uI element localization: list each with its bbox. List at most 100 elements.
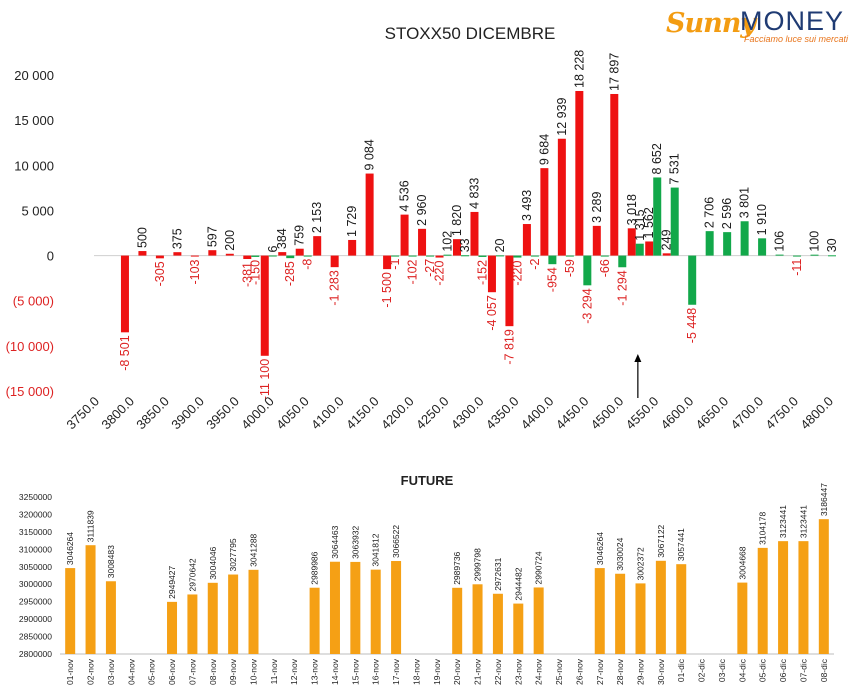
- main-y-tick-label: 10 000: [14, 158, 54, 173]
- future-x-tick-label: 07-nov: [187, 658, 197, 685]
- main-x-tick-label: 4750.0: [762, 394, 801, 433]
- call-value-label: -8 501: [118, 335, 132, 370]
- future-bar-24-nov: [533, 587, 544, 654]
- call-value-label: 17 897: [607, 53, 621, 91]
- put-bar-4525: [635, 243, 644, 256]
- future-x-tick-label: 23-nov: [513, 658, 523, 685]
- logo-tagline: Facciamo luce sui mercati: [744, 34, 849, 44]
- future-x-tick-label: 11-nov: [269, 658, 279, 684]
- call-bar-4325: [487, 255, 496, 293]
- future-value-label: 3002372: [636, 547, 646, 580]
- main-y-axis: 20 000 15 000 10 000 5 000 0 (5 000) (10 000) (…: [6, 68, 54, 399]
- put-value-label: 30: [825, 238, 839, 252]
- future-x-tick-label: 27-nov: [595, 658, 605, 685]
- future-value-label: 3186447: [819, 483, 829, 516]
- future-chart-title: FUTURE: [401, 473, 454, 488]
- future-x-axis: 01-nov 02-nov 03-nov 04-nov 05-nov 06-nov 07-n…: [65, 658, 829, 685]
- put-value-label: -3 294: [580, 288, 594, 323]
- future-x-tick-label: 02-nov: [86, 658, 96, 685]
- future-bar-08-dic: [818, 519, 829, 654]
- put-value-label: -27: [423, 259, 437, 277]
- future-bar-10-nov: [248, 569, 259, 654]
- call-bar-4400: [540, 168, 549, 256]
- main-x-tick-label: 4700.0: [727, 394, 766, 433]
- future-x-tick-label: 20-nov: [452, 658, 462, 685]
- put-bar-4250: [443, 254, 452, 256]
- future-bar-01-nov: [65, 568, 76, 654]
- call-bar-3825: [138, 251, 147, 256]
- put-bar-4275: [461, 255, 469, 257]
- future-x-tick-label: 10-nov: [249, 658, 259, 685]
- put-value-label: 7 531: [668, 153, 682, 184]
- future-value-label: 3057441: [676, 528, 686, 561]
- future-x-tick-label: 14-nov: [330, 658, 340, 685]
- call-value-label: -1 500: [380, 272, 394, 307]
- future-y-tick-label: 3100000: [19, 544, 52, 554]
- put-bar-4300: [478, 255, 487, 257]
- main-x-tick-label: 4250.0: [413, 394, 452, 433]
- call-value-label: 3 289: [590, 192, 604, 223]
- current-level-arrow: [634, 354, 642, 398]
- call-value-label: 3 493: [520, 190, 534, 221]
- future-y-axis: 3250000 3200000 3150000 3100000 3050000 30000…: [19, 492, 834, 659]
- put-value-label: -8: [301, 259, 315, 270]
- future-x-tick-label: 03-dic: [717, 658, 727, 682]
- future-x-tick-label: 05-nov: [147, 658, 157, 685]
- future-value-label: 3004046: [208, 546, 218, 579]
- call-bar-4250: [435, 255, 444, 258]
- put-bar-4000: [268, 255, 277, 257]
- call-value-label: 3 018: [625, 194, 639, 225]
- put-value-label: -1 294: [615, 270, 629, 305]
- future-value-label: 3030024: [615, 537, 625, 570]
- call-bar-4225: [418, 228, 427, 256]
- future-value-label: 2949427: [167, 566, 177, 599]
- put-bar-4500: [618, 255, 627, 268]
- call-bar-4550: [645, 241, 654, 256]
- main-y-tick-label: 5 000: [21, 203, 54, 218]
- put-bar-4625: [705, 231, 714, 256]
- future-x-tick-label: 16-nov: [371, 658, 381, 685]
- future-x-tick-label: 03-nov: [106, 658, 116, 685]
- main-chart-title: STOXX50 DICEMBRE: [385, 24, 556, 43]
- future-x-tick-label: 19-nov: [432, 658, 442, 685]
- put-value-label: -66: [598, 259, 612, 277]
- main-y-tick-label: 0: [47, 249, 54, 264]
- put-bar-4225: [426, 255, 435, 257]
- call-bar-4075: [313, 236, 322, 256]
- main-x-tick-label: 4400.0: [518, 394, 557, 433]
- future-value-label: 3123441: [798, 505, 808, 538]
- call-value-label: 500: [135, 227, 149, 248]
- future-bar-17-nov: [391, 561, 402, 654]
- put-value-label: 106: [773, 231, 787, 252]
- future-value-label: 3008483: [106, 545, 116, 578]
- future-value-label: 3046264: [595, 532, 605, 565]
- future-bar-09-nov: [228, 574, 239, 654]
- future-y-tick-label: 3000000: [19, 579, 52, 589]
- future-x-tick-label: 04-dic: [737, 658, 747, 682]
- put-bar-4050: [303, 255, 312, 257]
- future-value-label: 3123441: [778, 505, 788, 538]
- put-bar-4600: [688, 255, 697, 305]
- logo-money-text: MONEY: [740, 6, 845, 36]
- main-x-tick-label: 4150.0: [343, 394, 382, 433]
- future-bar-16-nov: [370, 569, 381, 654]
- future-value-label: 3066522: [391, 525, 401, 558]
- put-value-label: -285: [283, 261, 297, 286]
- main-x-tick-label: 4550.0: [623, 394, 662, 433]
- put-value-label: 1 910: [755, 204, 769, 235]
- call-value-label: -7 819: [502, 329, 516, 364]
- future-x-tick-label: 26-nov: [574, 658, 584, 685]
- future-bar-03-nov: [105, 581, 116, 654]
- put-bar-4550: [653, 177, 662, 256]
- put-bar-4750: [793, 255, 802, 257]
- put-bar-4675: [740, 221, 749, 256]
- call-value-label: -11 100: [258, 359, 272, 401]
- future-data-labels: 3046264 3111839 3008483 2949427 2970642 30040…: [65, 483, 829, 601]
- call-bar-4575: [662, 253, 671, 256]
- future-x-tick-label: 02-dic: [697, 658, 707, 682]
- main-x-tick-label: 4200.0: [378, 394, 417, 433]
- put-value-label: -220: [510, 261, 524, 286]
- call-bar-4375: [522, 224, 531, 256]
- future-y-tick-label: 3050000: [19, 562, 52, 572]
